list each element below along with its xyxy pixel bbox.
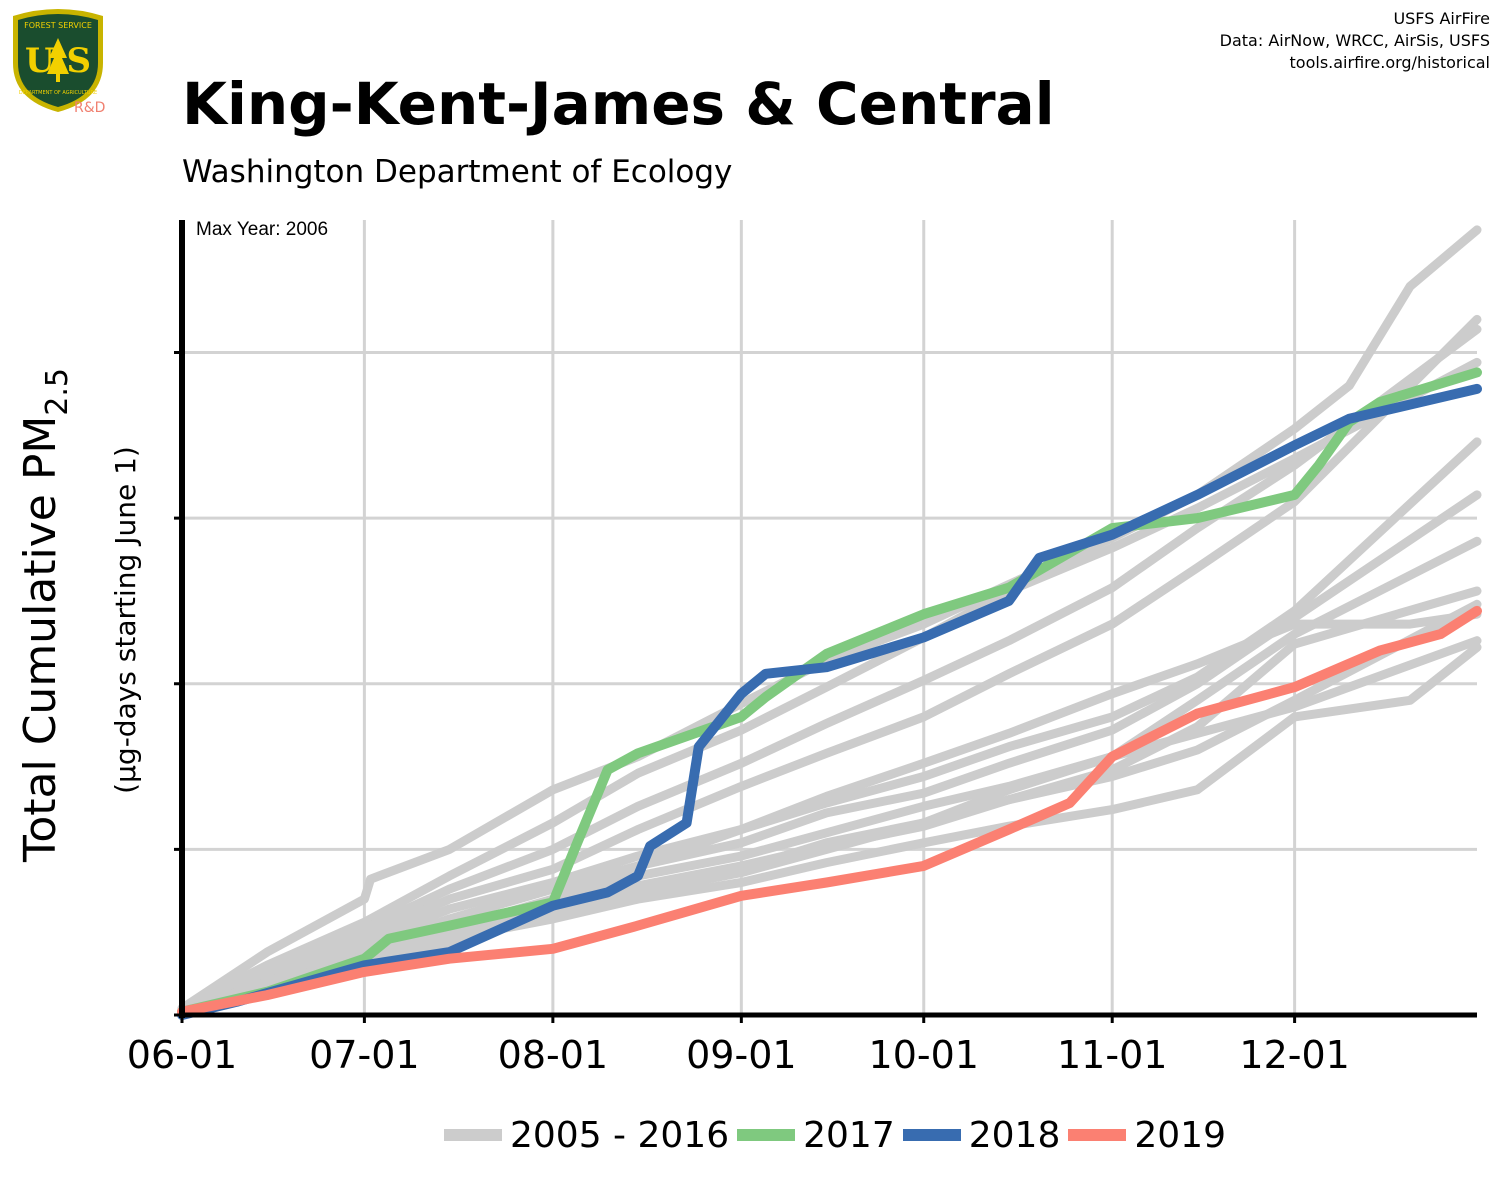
chart-subtitle: Washington Department of Ecology	[182, 154, 733, 190]
credits: USFS AirFire Data: AirNow, WRCC, AirSis,…	[1220, 8, 1490, 74]
y-axis-label-subscript: 2.5	[40, 368, 75, 416]
max-year-annotation: Max Year: 2006	[196, 219, 329, 240]
x-tick-label: 12-01	[1239, 1033, 1349, 1077]
credit-line: Data: AirNow, WRCC, AirSis, USFS	[1219, 31, 1490, 50]
legend-item-2019: 2019	[1068, 1115, 1226, 1156]
chart-title: King-Kent-James & Central	[182, 70, 1055, 138]
y-axis-label-main: Total Cumulative PM	[15, 416, 66, 863]
logo-top-text: FOREST SERVICE	[24, 21, 92, 30]
legend-item-2018: 2018	[902, 1114, 1061, 1156]
x-tick-labels: 06-01 07-01 08-01 09-01 10-01 11-01 12-01	[127, 1033, 1350, 1077]
x-tick-label: 10-01	[869, 1033, 979, 1077]
historical-series-group	[177, 225, 1482, 1017]
x-tick-label: 08-01	[498, 1033, 608, 1077]
historical-series-line-12	[177, 642, 1482, 1017]
legend-swatch	[737, 1129, 796, 1141]
x-tick-label: 07-01	[309, 1033, 419, 1077]
legend-label: 2019	[1134, 1114, 1226, 1156]
credit-line: tools.airfire.org/historical	[1289, 53, 1490, 72]
usfs-logo: FOREST SERVICE U S DEPARTMENT OF AGRICUL…	[8, 8, 108, 118]
legend-label: 2018	[968, 1114, 1061, 1156]
highlight-series-group	[177, 367, 1482, 1020]
series-line-2018	[177, 383, 1482, 1020]
x-tick-label: 09-01	[686, 1033, 796, 1077]
legend-swatch	[444, 1129, 502, 1141]
y-axis-label: Total Cumulative PM2.5	[15, 368, 75, 863]
historical-series-line-4	[177, 314, 1482, 1017]
historical-series-line-1	[177, 225, 1482, 1013]
legend-label: 2005 - 2016	[510, 1114, 730, 1156]
credit-line: USFS AirFire	[1393, 9, 1490, 28]
legend-item-historical: 2005 - 2016	[444, 1115, 729, 1156]
series-line-2019	[177, 605, 1482, 1017]
x-tick-label: 11-01	[1057, 1033, 1167, 1077]
legend-item-2017: 2017	[737, 1115, 895, 1156]
y-axis-units-label: (µg-days starting June 1)	[109, 446, 142, 794]
legend-swatch	[902, 1129, 961, 1141]
logo-bottom-text: DEPARTMENT OF AGRICULTURE	[19, 90, 97, 96]
x-tick-label: 06-01	[127, 1033, 237, 1077]
axes	[174, 220, 1477, 1023]
tree-icon	[47, 38, 69, 82]
legend-label: 2017	[803, 1114, 895, 1156]
legend-swatch	[1068, 1129, 1127, 1141]
series-line-2017	[177, 367, 1482, 1017]
grid-lines	[182, 220, 1477, 1015]
historical-series-line-3	[177, 324, 1482, 1015]
legend: 2005 - 2016 2017 2018 2019	[444, 1110, 1234, 1160]
historical-series-line-11	[177, 609, 1482, 1017]
logo-rd-text: R&D	[74, 100, 106, 116]
